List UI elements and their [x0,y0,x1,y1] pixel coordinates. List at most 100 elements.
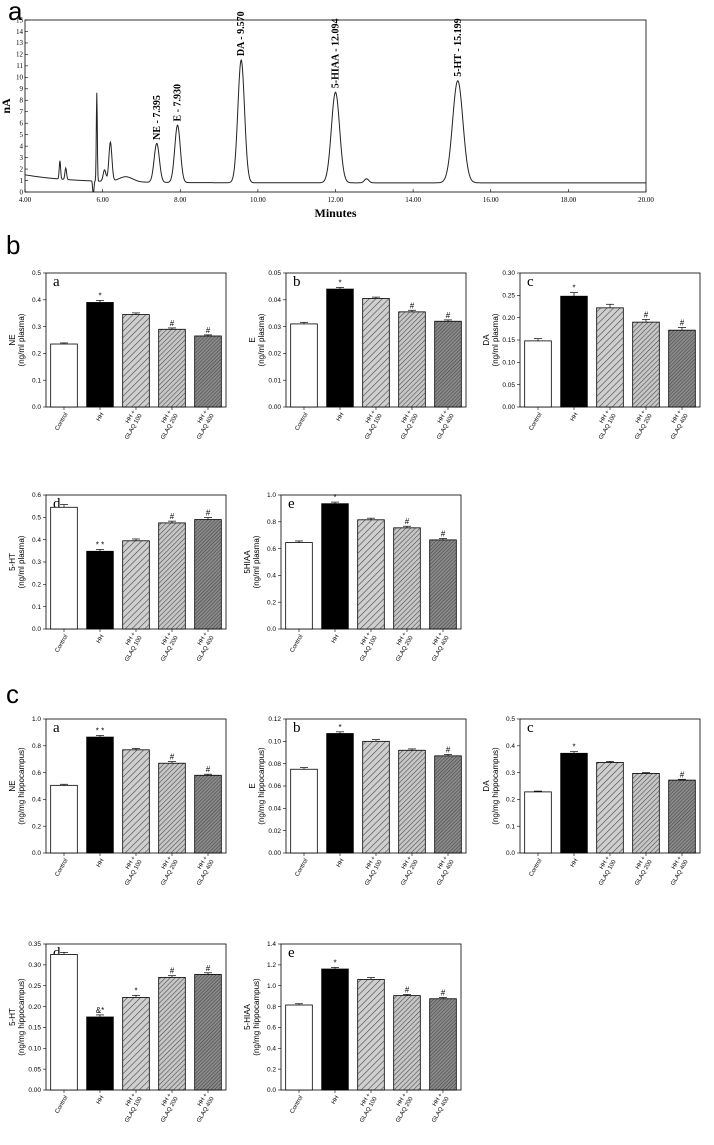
y-tick-label: 0.6 [267,1025,276,1032]
category-label-hh-glaq-400: HH +GLAQ 400 [190,1092,216,1124]
y-tick-label: 0.4 [32,297,41,304]
y-tick-label: 1.0 [32,716,41,723]
significance-mark: # [441,988,446,997]
y-tick-label: 11 [16,62,23,70]
significance-mark: # [170,753,175,762]
bar-hh-glaq-100 [122,996,150,1091]
category-label-hh: HH [570,858,580,869]
category-label-hh-glaq-100: HH +GLAQ 100 [118,855,144,887]
significance-mark: # [206,509,211,518]
x-tick-label: 12.00 [328,196,344,204]
subpanel-letter: d [53,945,61,961]
category-label-hh-glaq-100: HH +GLAQ 100 [118,1092,144,1124]
category-label-hh: HH [96,412,106,423]
bar-hh-glaq-200 [393,527,421,630]
bar-control [50,784,78,854]
y-tick-label: 0.8 [32,743,41,750]
significance-mark: # [206,765,211,774]
y-tick-label: 0.4 [267,1045,276,1052]
bar-hh-glaq-400 [429,539,457,630]
y-tick-label: 5 [20,131,24,139]
subpanel-letter: a [53,720,60,736]
y-tick-label: 0.3 [32,324,41,331]
significance-mark: # [680,318,685,327]
y-tick-label: 0.1 [32,377,41,384]
bar-hh-glaq-100 [596,762,624,854]
significance-mark: # [446,311,451,320]
significance-mark: * [333,493,336,502]
y-tick-label: 0.05 [28,1066,41,1073]
category-label-hh-glaq-200: HH +GLAQ 200 [628,855,654,887]
plasma-da-chart: c 0.00 0.05 0.10 0.15 0.20 0.25 0.30 DA(ng/ml pl… [482,270,701,441]
y-tick-label: 0.01 [268,377,281,384]
y-tick-label: 0.00 [268,850,281,857]
bar-hh-glaq-200 [158,762,186,854]
x-axis-label: Minutes [315,206,357,220]
category-label-hh-glaq-200: HH +GLAQ 200 [389,1092,415,1124]
subpanel-letter: a [53,274,60,290]
y-tick-label: 0.8 [267,519,276,526]
y-tick-label: 1 [20,177,24,185]
y-tick-label: 0.1 [32,604,41,611]
y-tick-label: 0.2 [32,582,41,589]
significance-mark: # [170,512,175,521]
y-tick-label: 0.8 [267,1004,276,1011]
subpanel-letter: d [53,496,61,512]
significance-mark: * * [96,726,104,735]
y-tick-label: 1.0 [267,492,276,499]
category-label-hh-glaq-100: HH +GLAQ 100 [358,409,384,441]
significance-mark: * [333,958,336,967]
x-tick-label: 6.00 [97,196,110,204]
bar-hh-glaq-200 [632,321,660,408]
significance-mark: # [405,517,410,526]
y-tick-label: 1.2 [267,962,276,969]
hippocampus-5ht-chart: d 0.00 0.05 0.10 0.15 0.20 0.25 0.30 0.35 5-HT(ng… [8,941,227,1124]
subpanel-letter: e [288,945,295,961]
bar-hh-glaq-400 [194,774,222,854]
y-tick-label: 0.15 [28,1025,41,1032]
y-tick-label: 0.06 [268,783,281,790]
y-axis-label: 5-HIAA(ng/mg hippocampus) [243,978,261,1056]
significance-mark: # [170,319,175,328]
y-axis-label: E(ng/ml plasma) [248,313,266,366]
y-tick-label: 0.0 [32,404,41,411]
category-label-hh-glaq-100: HH +GLAQ 100 [592,409,618,441]
bar-hh [560,295,588,408]
category-label-hh-glaq-200: HH +GLAQ 200 [628,409,654,441]
y-tick-label: 0.25 [28,983,41,990]
y-tick-label: 13 [16,39,24,47]
x-tick-label: 4.00 [19,196,32,204]
category-label-control: Control [290,1095,305,1115]
x-tick-label: 10.00 [250,196,266,204]
subpanel-letter: c [527,720,534,736]
significance-mark: # [170,967,175,976]
bar-hh-glaq-400 [429,998,457,1091]
category-label-hh-glaq-200: HH +GLAQ 200 [394,409,420,441]
category-label-hh: HH [336,412,346,423]
bar-hh-glaq-400 [434,320,462,408]
hippocampus-ne-chart: a 0.0 0.2 0.4 0.6 0.8 1.0 NE(ng/mg hippocampus)… [8,716,227,887]
category-label-control: Control [529,858,544,878]
y-tick-label: 0.20 [502,315,515,322]
y-tick-label: 0.6 [267,546,276,553]
category-label-hh-glaq-100: HH +GLAQ 100 [353,631,379,663]
y-tick-label: 0.3 [32,559,41,566]
significance-mark: # [206,964,211,973]
bar-control [524,791,552,854]
category-label-hh: HH [331,1095,341,1106]
y-tick-label: 0.02 [268,828,281,835]
x-tick-label: 20.00 [638,196,654,204]
y-tick-label: 0.0 [267,626,276,633]
y-tick-label: 0.5 [32,270,41,277]
bar-hh-glaq-200 [398,311,426,408]
y-axis-label: NE(ng/ml plasma) [8,313,26,366]
y-tick-label: 0.4 [506,743,515,750]
y-tick-label: 0.20 [28,1004,41,1011]
category-label-hh-glaq-200: HH +GLAQ 200 [154,409,180,441]
bar-hh-glaq-200 [158,328,186,408]
y-tick-label: 6 [20,120,24,128]
y-tick-label: 0.6 [32,770,41,777]
y-tick-label: 0.6 [32,492,41,499]
bar-hh-glaq-400 [194,974,222,1091]
